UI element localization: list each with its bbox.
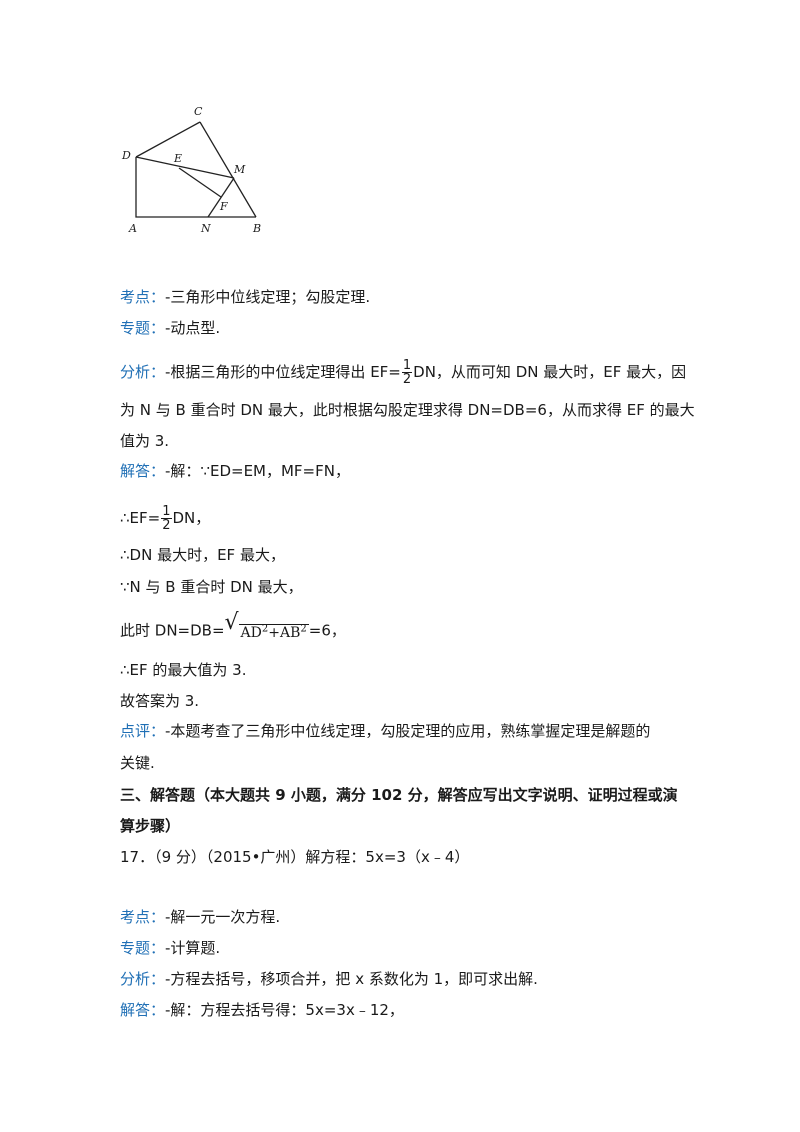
kaodian-text: -解一元一次方程. <box>165 908 281 926</box>
q16-dianping: 点评：-本题考查了三角形中位线定理，勾股定理的应用，熟练掌握定理是解题的 <box>120 721 650 741</box>
edge-d-a-b <box>135 157 256 218</box>
q16-fenxi-line2: 为 N 与 B 重合时 DN 最大，此时根据勾股定理求得 DN=DB=6，从而求… <box>120 401 695 419</box>
q16-jieda: 解答：-解：∵ED=EM，MF=FN， <box>120 461 350 481</box>
jieda-tag: 解答： <box>120 1001 166 1019</box>
geometry-figure: C D E M F A N B <box>112 100 282 240</box>
radicand-ad: AD <box>240 624 262 641</box>
section3-title-line2: 算步骤） <box>120 817 181 835</box>
kaodian-tag: 考点： <box>120 908 166 926</box>
zhuanti-text: -计算题. <box>165 939 221 957</box>
fenxi-text: -方程去括号，移项合并，把 x 系数化为 1，即可求出解. <box>165 970 538 988</box>
jieda-line2-pre: ∴EF= <box>120 509 161 527</box>
edge-d-m <box>135 156 235 179</box>
q16-jieda-line2: ∴EF= 1 2 DN， <box>120 505 210 532</box>
q17-jieda: 解答：-解：方程去括号得：5x=3x﹣12， <box>120 1000 404 1020</box>
q16-jieda-line3: ∴DN 最大时，EF 最大， <box>120 546 285 564</box>
dianping-text: -本题考查了三角形中位线定理，勾股定理的应用，熟练掌握定理是解题的 <box>165 722 651 740</box>
q16-zhuanti: 专题：-动点型. <box>120 318 220 338</box>
label-e: E <box>173 152 182 165</box>
fenxi-tag: 分析： <box>120 363 166 381</box>
label-a: A <box>128 222 137 235</box>
q17-stem: 17．（9 分）（2015•广州）解方程：5x=3（x﹣4） <box>120 848 470 866</box>
kaodian-text: -三角形中位线定理；勾股定理. <box>165 288 371 306</box>
label-d: D <box>121 149 131 162</box>
jieda-line5-pre: 此时 DN=DB= <box>120 621 225 640</box>
label-b: B <box>252 222 261 235</box>
radicand: AD2+AB2 <box>238 623 309 641</box>
jieda-text: -解：方程去括号得：5x=3x﹣12， <box>165 1001 404 1019</box>
jieda-line5-post: =6， <box>308 621 346 640</box>
q16-jieda-line7: 故答案为 3. <box>120 692 200 710</box>
fraction-denominator: 2 <box>402 372 412 387</box>
q17-zhuanti: 专题：-计算题. <box>120 938 220 958</box>
edge-m-n <box>207 177 235 218</box>
q16-jieda-line4: ∵N 与 B 重合时 DN 最大， <box>120 578 303 596</box>
radicand-ab: +AB <box>268 624 301 641</box>
section3-title-line1: 三、解答题（本大题共 9 小题，满分 102 分，解答应写出文字说明、证明过程或… <box>120 786 678 804</box>
q16-jieda-line5: 此时 DN=DB= √ AD2+AB2 =6， <box>120 612 346 643</box>
dianping-tag: 点评： <box>120 722 166 740</box>
q17-kaodian: 考点：-解一元一次方程. <box>120 907 280 927</box>
exponent: 2 <box>261 623 269 634</box>
edge-e-f <box>178 167 222 198</box>
zhuanti-tag: 专题： <box>120 939 166 957</box>
fraction-numerator: 1 <box>401 358 413 373</box>
jieda-line1: -解：∵ED=EM，MF=FN， <box>165 462 350 480</box>
label-n: N <box>200 222 211 235</box>
label-c: C <box>194 105 203 118</box>
q16-jieda-line6: ∴EF 的最大值为 3. <box>120 661 247 679</box>
kaodian-tag: 考点： <box>120 288 166 306</box>
q16-fenxi-line3: 值为 3. <box>120 432 170 450</box>
fenxi-tag: 分析： <box>120 970 166 988</box>
geometry-diagram: C D E M F A N B <box>121 105 261 235</box>
jieda-tag: 解答： <box>120 462 166 480</box>
jieda-line2-post: DN， <box>172 509 211 527</box>
exponent: 2 <box>300 623 307 634</box>
q16-kaodian: 考点：-三角形中位线定理；勾股定理. <box>120 287 370 307</box>
fenxi-pre: -根据三角形的中位线定理得出 EF= <box>165 363 401 381</box>
fraction-denominator: 2 <box>162 518 171 533</box>
square-root: √ AD2+AB2 <box>225 612 309 643</box>
radical-sign: √ <box>224 610 239 635</box>
q16-fenxi: 分析：-根据三角形的中位线定理得出 EF= 1 2 DN，从而可知 DN 最大时，EF… <box>120 359 686 386</box>
edge-c-b <box>199 121 257 218</box>
q16-dianping-line2: 关键. <box>120 754 155 772</box>
fraction-numerator: 1 <box>161 504 172 519</box>
fenxi-post: DN，从而可知 DN 最大时，EF 最大，因 <box>413 363 687 381</box>
label-f: F <box>219 200 228 213</box>
zhuanti-tag: 专题： <box>120 319 166 337</box>
label-m: M <box>233 163 246 176</box>
edge-d-c <box>135 121 201 158</box>
q17-fenxi: 分析：-方程去括号，移项合并，把 x 系数化为 1，即可求出解. <box>120 969 538 989</box>
zhuanti-text: -动点型. <box>165 319 221 337</box>
